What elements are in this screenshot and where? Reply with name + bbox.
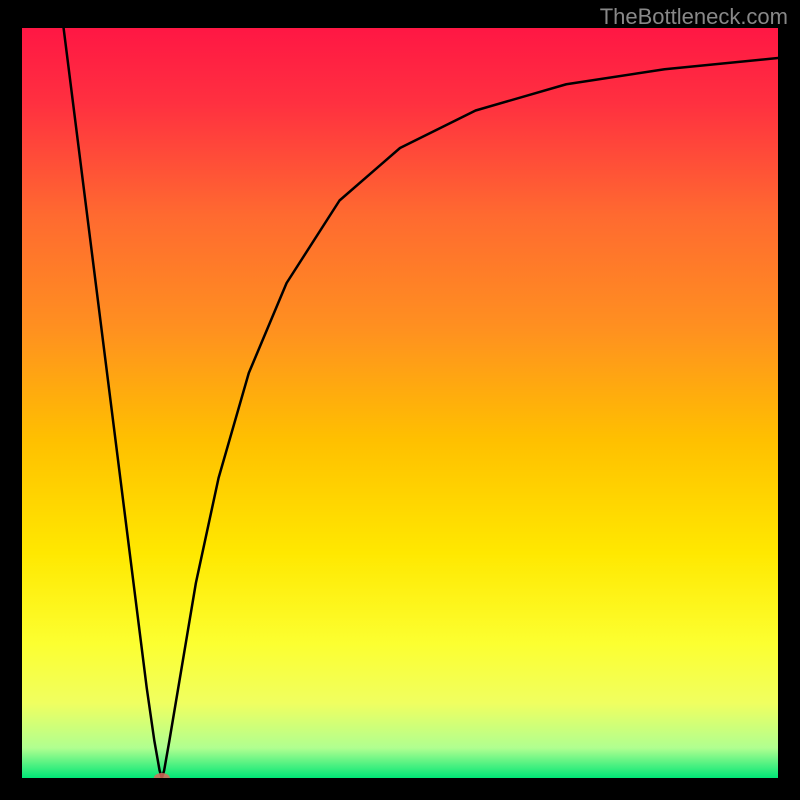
bottleneck-chart — [22, 28, 778, 778]
chart-background — [22, 28, 778, 778]
chart-svg — [22, 28, 778, 778]
watermark-text: TheBottleneck.com — [600, 4, 788, 30]
